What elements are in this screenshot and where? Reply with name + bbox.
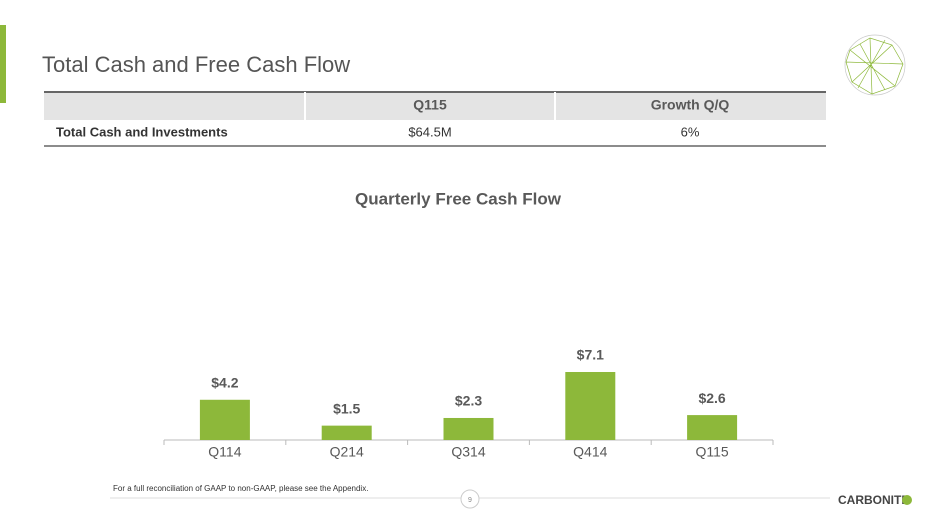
table-cell: 6% [681, 124, 700, 139]
chart-title: Quarterly Free Cash Flow [355, 189, 562, 208]
table-cell: $64.5M [408, 124, 451, 139]
table-header-bg [44, 92, 826, 120]
bar [565, 372, 616, 440]
globe-logo [844, 34, 906, 96]
x-tick-label: Q214 [330, 444, 364, 460]
x-tick-label: Q314 [451, 444, 485, 460]
value-label: $1.5 [333, 400, 360, 416]
value-label: $7.1 [577, 347, 604, 363]
footer-note: For a full reconciliation of GAAP to non… [113, 484, 368, 493]
x-tick-label: Q414 [573, 444, 607, 460]
slide-title: Total Cash and Free Cash Flow [42, 52, 350, 77]
table-cell: Total Cash and Investments [56, 124, 228, 139]
value-label: $2.3 [455, 393, 482, 409]
value-label: $2.6 [698, 390, 725, 406]
brand-dot [902, 495, 912, 505]
value-label: $4.2 [211, 374, 238, 390]
brand-logo: CARBONITE [838, 493, 909, 507]
page-number: 9 [468, 497, 472, 504]
bar [199, 399, 250, 440]
bar [443, 417, 494, 440]
page-badge [460, 489, 480, 509]
table-header: Growth Q/Q [651, 97, 730, 113]
x-tick-label: Q114 [208, 444, 241, 460]
table-header: Q115 [413, 97, 447, 113]
bar [321, 425, 372, 440]
bar [687, 415, 738, 440]
accent-bar [0, 25, 6, 103]
x-tick-label: Q115 [695, 444, 728, 460]
